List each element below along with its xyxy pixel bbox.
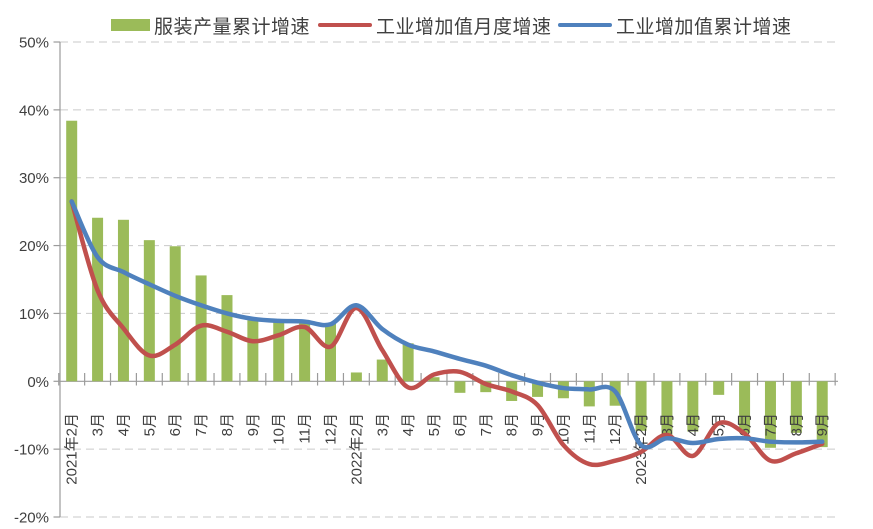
x-axis-label: 8月 xyxy=(788,413,805,436)
x-axis-label: 4月 xyxy=(115,413,132,436)
line-industrial-cumulative-growth xyxy=(69,199,825,450)
legend-item-clothing-output-growth: 服装产量累计增速 xyxy=(111,12,310,38)
bar xyxy=(273,320,285,382)
x-axis-label: 4月 xyxy=(685,413,702,436)
bar xyxy=(221,295,233,382)
y-axis-label: 30% xyxy=(19,170,49,187)
chart-legend: 服装产量累计增速 工业增加值月度增速 工业增加值累计增速 xyxy=(0,12,873,38)
x-axis-label: 12月 xyxy=(323,413,340,445)
x-axis-label: 8月 xyxy=(504,413,521,436)
x-axis-label: 10月 xyxy=(271,413,288,445)
bar xyxy=(299,321,311,382)
x-axis-label: 12月 xyxy=(607,413,624,445)
x-axis-label: 9月 xyxy=(814,413,831,436)
bar xyxy=(195,275,207,382)
x-axis-label: 3月 xyxy=(90,413,107,436)
x-axis-label: 11月 xyxy=(297,413,314,444)
legend-red-line-swatch-icon xyxy=(318,22,372,28)
legend-item-industrial-cumulative-growth: 工业增加值累计增速 xyxy=(558,12,792,38)
y-axis-label: -10% xyxy=(14,442,49,459)
legend-blue-line-swatch-icon xyxy=(558,22,612,28)
x-axis-label: 3月 xyxy=(659,413,676,436)
x-axis-label: 6月 xyxy=(452,413,469,436)
bar xyxy=(428,377,440,382)
legend-label-clothing-output-growth: 服装产量累计增速 xyxy=(154,16,311,38)
x-axis-label: 9月 xyxy=(245,413,262,436)
bar xyxy=(350,372,362,382)
legend-label-industrial-monthly-growth: 工业增加值月度增速 xyxy=(376,16,552,38)
bar xyxy=(713,381,725,395)
x-axis-label: 2023年2月 xyxy=(633,413,650,485)
x-axis-label: 4月 xyxy=(400,413,417,436)
bar xyxy=(66,120,78,382)
bar xyxy=(816,381,828,448)
bar xyxy=(764,381,776,448)
x-axis-label: 5月 xyxy=(426,413,443,436)
y-axis-label: 0% xyxy=(27,374,49,391)
bar xyxy=(739,381,751,433)
bar xyxy=(376,359,388,382)
x-axis-label: 7月 xyxy=(478,413,495,436)
bar xyxy=(117,219,129,382)
line-industrial-monthly-growth xyxy=(69,199,825,468)
x-axis-label: 11月 xyxy=(581,413,598,444)
bar xyxy=(687,381,699,432)
y-axis-label: -20% xyxy=(14,510,49,527)
x-axis-label: 7月 xyxy=(193,413,210,436)
y-axis-label: 20% xyxy=(19,238,49,255)
bar xyxy=(402,343,414,382)
bar xyxy=(92,217,104,382)
bar xyxy=(143,240,155,382)
x-axis-label: 2021年2月 xyxy=(64,413,81,485)
legend-label-industrial-cumulative-growth: 工业增加值累计增速 xyxy=(616,16,792,38)
bar xyxy=(583,381,595,407)
y-axis-label: 10% xyxy=(19,306,49,323)
x-axis-label: 5月 xyxy=(141,413,158,436)
bar xyxy=(454,381,466,393)
bar xyxy=(661,381,673,435)
y-axis-label: 50% xyxy=(19,35,49,52)
bar xyxy=(532,381,544,397)
legend-item-industrial-monthly-growth: 工业增加值月度增速 xyxy=(318,12,552,38)
x-axis-label: 2022年2月 xyxy=(348,413,365,485)
bar xyxy=(635,381,647,431)
y-axis-label: 40% xyxy=(19,102,49,119)
bar xyxy=(790,381,802,433)
legend-bar-swatch-icon xyxy=(111,19,150,31)
x-axis-label: 8月 xyxy=(219,413,236,436)
bar xyxy=(480,381,492,393)
bar xyxy=(247,320,259,382)
x-axis-label: 6月 xyxy=(167,413,184,436)
bar xyxy=(325,323,336,382)
bar xyxy=(169,246,181,382)
x-axis-label: 7月 xyxy=(762,413,779,436)
x-axis-label: 9月 xyxy=(530,413,547,436)
x-axis-label: 3月 xyxy=(374,413,391,436)
